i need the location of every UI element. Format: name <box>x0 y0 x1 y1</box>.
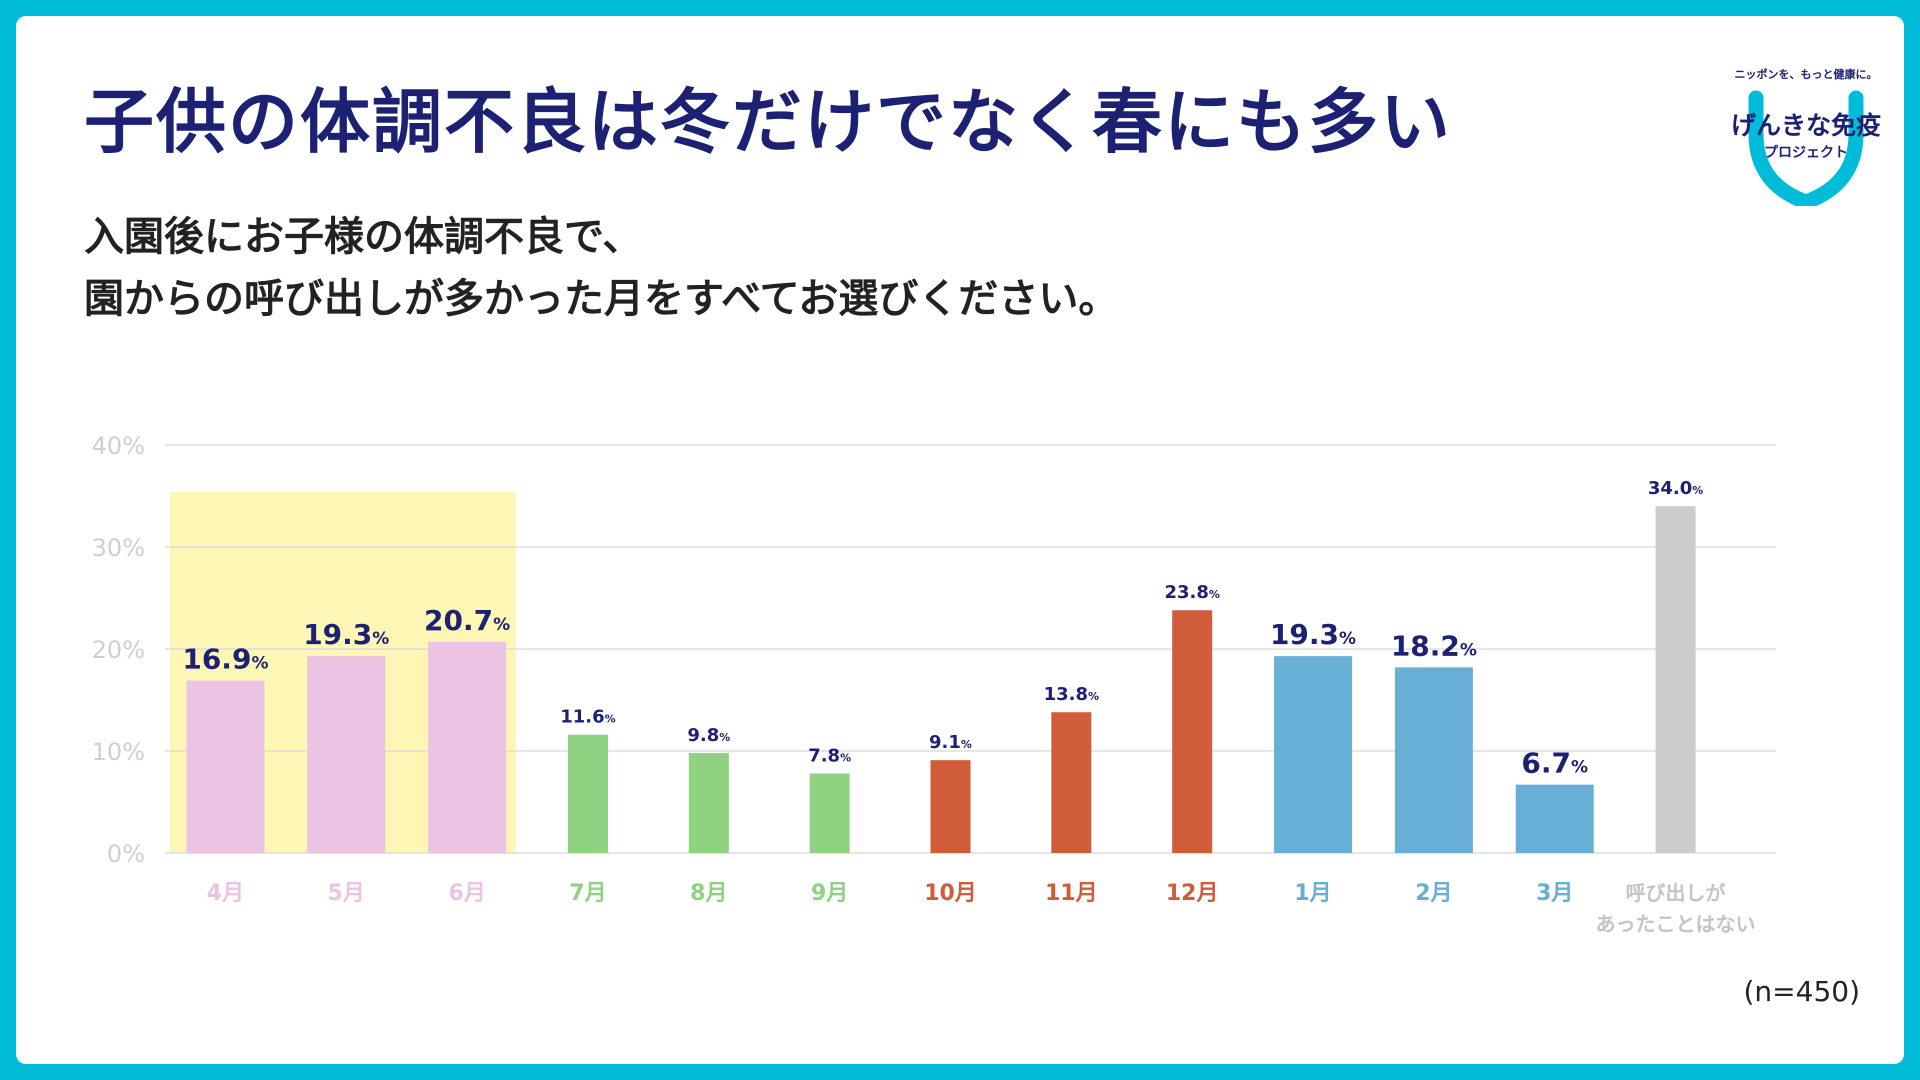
data-label: 20.7% <box>424 604 510 637</box>
y-tick-label: 10% <box>92 738 145 766</box>
y-tick-label: 40% <box>92 432 145 460</box>
x-tick-label: 12月 <box>1166 881 1219 906</box>
x-tick-label: 11月 <box>1045 881 1098 906</box>
bar <box>688 753 729 853</box>
logo-sub-text: プロジェクト <box>1764 145 1848 161</box>
x-tick-label: 9月 <box>811 881 848 906</box>
bar <box>1274 656 1353 853</box>
x-tick-label: 4月 <box>207 881 244 906</box>
data-label: 34.0% <box>1648 478 1703 499</box>
x-tick-label: 8月 <box>690 881 727 906</box>
bar <box>1051 712 1092 853</box>
data-label: 7.8% <box>808 745 851 766</box>
logo-tagline: ニッポンを、もっと健康に。 <box>1734 68 1878 81</box>
bar <box>567 734 608 853</box>
data-label: 16.9% <box>182 643 268 676</box>
data-label: 6.7% <box>1521 747 1588 780</box>
logo-main-text: げんきな免疫 <box>1730 111 1881 140</box>
x-tick-label: 1月 <box>1294 881 1331 906</box>
y-tick-label: 0% <box>107 840 145 868</box>
data-label: 19.3% <box>303 618 389 651</box>
logo-ring-icon <box>1748 90 1864 210</box>
bar <box>1515 784 1594 853</box>
x-tick-label: 3月 <box>1536 881 1573 906</box>
x-tick-label: 6月 <box>448 881 485 906</box>
x-tick-label: 7月 <box>569 881 606 906</box>
sample-size-label: (n=450) <box>1743 975 1861 1008</box>
data-label: 9.1% <box>929 732 972 753</box>
y-tick-label: 30% <box>92 534 145 562</box>
bar <box>307 656 386 853</box>
question-line-2: 園からの呼び出しが多かった月をすべてお選びください。 <box>84 276 1119 322</box>
bar <box>186 680 265 853</box>
bar <box>428 641 507 853</box>
data-label: 13.8% <box>1044 684 1099 705</box>
x-tick-label: 2月 <box>1415 881 1452 906</box>
data-label: 19.3% <box>1270 618 1356 651</box>
data-label: 23.8% <box>1164 582 1219 603</box>
project-logo: ニッポンを、もっと健康に。 げんきな免疫 プロジェクト <box>1716 46 1896 210</box>
bar <box>809 773 850 853</box>
x-tick-label: 10月 <box>924 881 977 906</box>
question-text: 入園後にお子様の体調不良で、 園からの呼び出しが多かった月をすべてお選びください… <box>84 206 1118 330</box>
y-tick-label: 20% <box>92 636 145 664</box>
x-tick-label: あったことはない <box>1596 912 1756 936</box>
x-tick-label: 5月 <box>328 881 365 906</box>
data-label: 18.2% <box>1391 629 1477 662</box>
page-title: 子供の体調不良は冬だけでなく春にも多い <box>84 81 1452 163</box>
x-tick-label: 呼び出しが <box>1626 881 1726 905</box>
data-label: 11.6% <box>560 707 615 728</box>
data-label: 9.8% <box>687 725 730 746</box>
bar <box>930 760 971 853</box>
bar <box>1172 610 1213 853</box>
bar <box>1394 667 1473 853</box>
bar <box>1655 506 1696 853</box>
question-line-1: 入園後にお子様の体調不良で、 <box>84 214 643 260</box>
